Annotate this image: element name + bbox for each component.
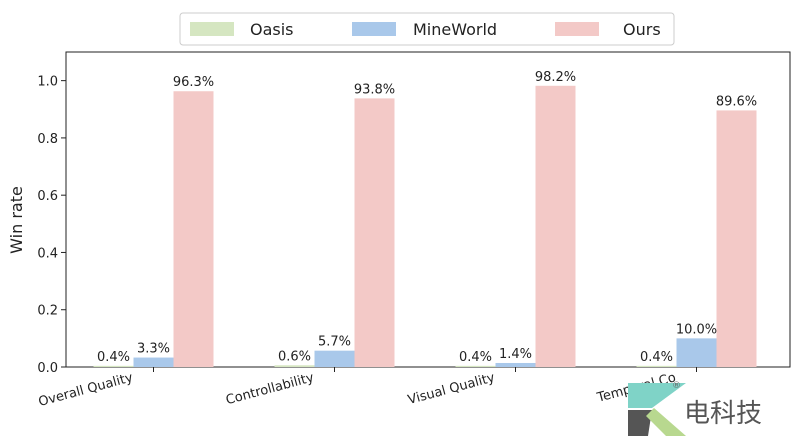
data-label-oasis-1: 0.4% xyxy=(97,350,130,365)
data-label-ours-4: 89.6% xyxy=(716,94,757,109)
legend-swatch-mineworld xyxy=(352,22,396,36)
data-label-mineworld-4: 10.0% xyxy=(676,322,717,337)
plot-frame xyxy=(65,51,791,368)
legend-frame xyxy=(179,12,675,46)
y-tick-label: 0.6 xyxy=(37,189,58,204)
bar-oasis-3 xyxy=(455,365,496,367)
data-label-oasis-3: 0.4% xyxy=(459,350,492,365)
y-tick-label: 0.0 xyxy=(37,361,58,376)
data-label-mineworld-2: 5.7% xyxy=(318,335,351,350)
x-tick-label: Overall Quality xyxy=(37,370,135,410)
data-label-mineworld-3: 1.4% xyxy=(499,347,532,362)
data-label-ours-2: 93.8% xyxy=(354,82,395,97)
y-tick-label: 0.2 xyxy=(37,304,58,319)
legend: Oasis MineWorld Ours xyxy=(179,12,675,46)
watermark: ® 电科技 xyxy=(628,381,762,436)
legend-label-mineworld: MineWorld xyxy=(413,20,497,39)
legend-label-oasis: Oasis xyxy=(250,20,294,39)
y-tick-label: 0.4 xyxy=(37,246,58,261)
bar-ours-2 xyxy=(354,98,395,368)
y-tick-label: 1.0 xyxy=(37,75,58,90)
bar-mineworld-1 xyxy=(133,357,174,367)
watermark-registered-mark: ® xyxy=(672,381,681,391)
bar-ours-1 xyxy=(173,91,214,368)
watermark-text: 电科技 xyxy=(684,399,762,429)
x-tick-label: Visual Quality xyxy=(406,370,497,408)
bar-mineworld-4 xyxy=(676,338,717,367)
legend-swatch-ours xyxy=(555,22,599,36)
k-logo-icon xyxy=(628,383,686,436)
bar-oasis-1 xyxy=(93,365,134,367)
bar-ours-4 xyxy=(716,110,757,367)
bar-oasis-4 xyxy=(636,365,677,367)
legend-swatch-oasis xyxy=(190,22,234,36)
legend-label-ours: Ours xyxy=(623,20,661,39)
bar-mineworld-3 xyxy=(495,362,536,367)
data-label-ours-3: 98.2% xyxy=(535,70,576,85)
bar-ours-3 xyxy=(535,85,576,368)
data-label-oasis-4: 0.4% xyxy=(640,350,673,365)
y-tick-label: 0.8 xyxy=(37,132,58,147)
data-label-oasis-2: 0.6% xyxy=(278,349,311,364)
y-axis-title: Win rate xyxy=(7,186,26,254)
data-label-mineworld-1: 3.3% xyxy=(137,342,170,357)
bar-oasis-2 xyxy=(274,365,315,367)
x-tick-label: Controllability xyxy=(224,370,316,408)
data-label-ours-1: 96.3% xyxy=(173,75,214,90)
bar-mineworld-2 xyxy=(314,350,355,367)
